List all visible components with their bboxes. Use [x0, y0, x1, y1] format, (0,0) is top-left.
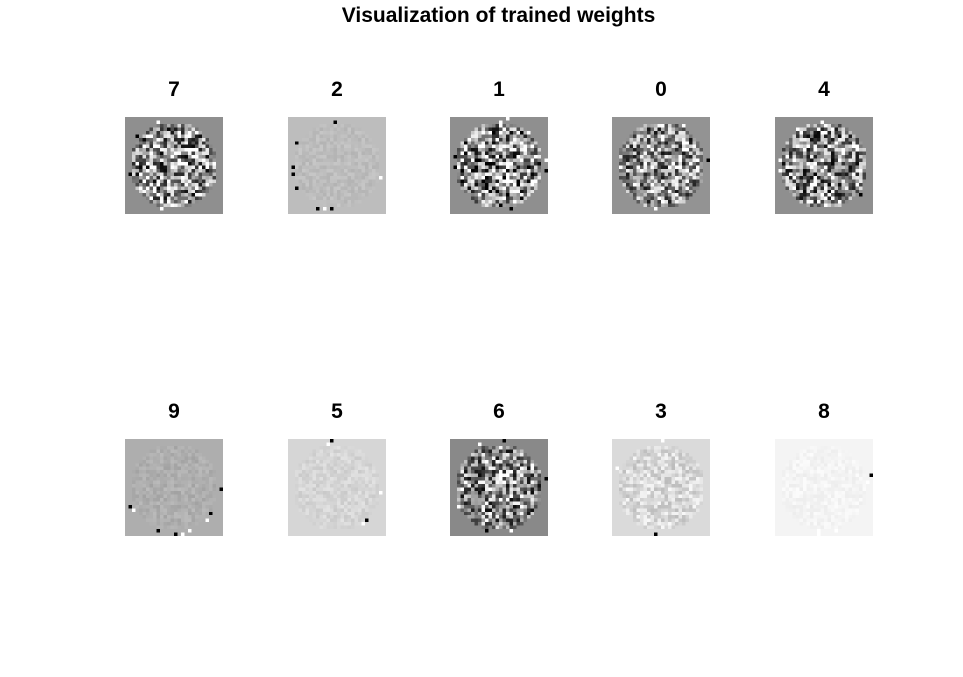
weight-image-7 [125, 117, 223, 214]
weight-image-3 [612, 439, 710, 536]
panel-title-0: 0 [655, 78, 667, 101]
weight-image-8 [775, 439, 873, 536]
figure-title: Visualization of trained weights [341, 4, 656, 27]
panel-title-8: 8 [818, 400, 830, 423]
weight-image-4 [775, 117, 873, 214]
panel-title-3: 3 [655, 400, 667, 423]
weight-image-1 [450, 117, 548, 214]
panel-title-6: 6 [493, 400, 505, 423]
weight-image-0 [612, 117, 710, 214]
panel-title-2: 2 [331, 78, 343, 101]
weight-image-2 [288, 117, 386, 214]
panel-title-4: 4 [818, 78, 830, 101]
panel-title-7: 7 [168, 78, 180, 101]
panel-title-5: 5 [331, 400, 343, 423]
weight-image-9 [125, 439, 223, 536]
weight-image-6 [450, 439, 548, 536]
panel-title-1: 1 [493, 78, 505, 101]
weight-image-5 [288, 439, 386, 536]
panel-title-9: 9 [168, 400, 180, 423]
